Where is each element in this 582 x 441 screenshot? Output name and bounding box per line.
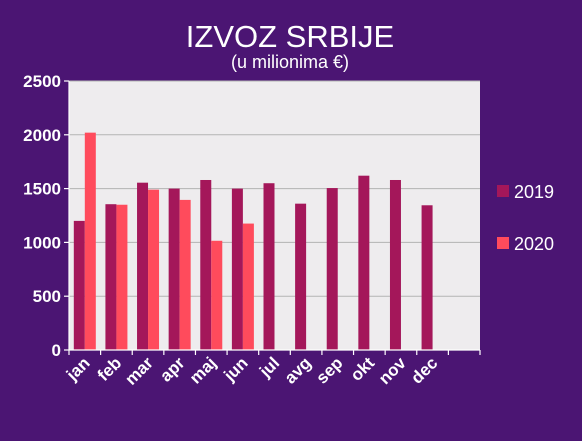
y-tick-label: 500 xyxy=(33,287,61,306)
bar-2019-mar xyxy=(137,182,149,350)
x-tick-label: jul xyxy=(255,353,283,381)
bars xyxy=(73,132,433,350)
chart-title: IZVOZ SRBIJE xyxy=(186,19,394,54)
x-tick-label: apr xyxy=(156,353,188,385)
bar-2019-sep xyxy=(326,188,338,350)
bar-2020-jun xyxy=(242,223,254,350)
legend-label-2019: 2019 xyxy=(514,182,554,202)
y-tick-labels: 0 500 1000 1500 2000 2500 xyxy=(23,72,61,360)
x-tick-label: jan xyxy=(62,353,94,385)
legend: 2019 2020 xyxy=(497,182,554,254)
x-tick-label: avg xyxy=(281,353,315,387)
bar-2020-apr xyxy=(179,199,191,350)
x-tick-label: dec xyxy=(407,353,441,387)
bar-2019-okt xyxy=(358,175,370,350)
x-tick-label: maj xyxy=(186,353,220,387)
x-tick-label: sep xyxy=(312,353,346,387)
y-tick-label: 1000 xyxy=(23,233,61,252)
bar-2019-avg xyxy=(295,203,307,350)
bar-2019-feb xyxy=(105,204,117,350)
legend-swatch-2019 xyxy=(497,185,509,197)
y-tick-label: 2000 xyxy=(23,126,61,145)
y-tick-label: 2500 xyxy=(23,72,61,91)
legend-label-2020: 2020 xyxy=(514,234,554,254)
axes xyxy=(64,80,481,355)
bar-2019-nov xyxy=(389,179,401,350)
y-tick-label: 1500 xyxy=(23,180,61,199)
bar-2020-jan xyxy=(84,132,96,350)
bar-2020-mar xyxy=(148,189,160,350)
bar-2019-jan xyxy=(73,220,85,350)
bar-2020-maj xyxy=(211,240,223,350)
legend-swatch-2020 xyxy=(497,237,509,249)
x-tick-label: jun xyxy=(220,353,252,385)
y-tick-label: 0 xyxy=(52,341,61,360)
bar-2019-jun xyxy=(231,188,243,350)
x-tick-label: mar xyxy=(121,353,157,389)
bar-2019-jul xyxy=(263,183,275,350)
x-tick-label: nov xyxy=(375,353,410,388)
bar-2019-maj xyxy=(200,179,212,350)
x-tick-label: feb xyxy=(94,353,125,384)
bar-2020-feb xyxy=(116,204,128,350)
chart-subtitle: (u milionima €) xyxy=(231,52,349,72)
bar-2019-apr xyxy=(168,188,180,350)
x-tick-label: okt xyxy=(347,353,379,385)
bar-2019-dec xyxy=(421,205,433,350)
